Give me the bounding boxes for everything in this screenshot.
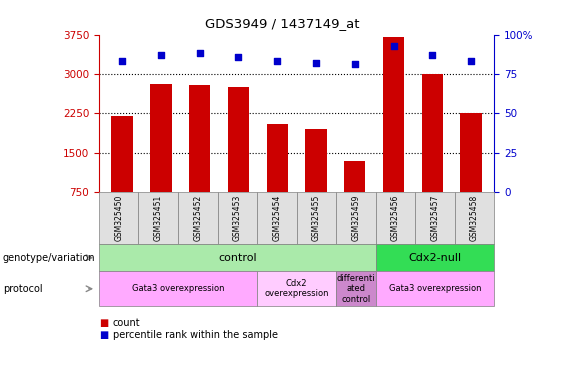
Bar bbox=[267, 124, 288, 231]
Bar bbox=[111, 116, 133, 231]
Bar bbox=[344, 161, 366, 231]
Text: GSM325451: GSM325451 bbox=[154, 195, 163, 241]
Text: GSM325453: GSM325453 bbox=[233, 195, 242, 241]
Text: GSM325455: GSM325455 bbox=[312, 195, 321, 241]
Text: percentile rank within the sample: percentile rank within the sample bbox=[113, 330, 278, 340]
Point bbox=[195, 50, 204, 56]
Text: Gata3 overexpression: Gata3 overexpression bbox=[389, 284, 481, 293]
Bar bbox=[150, 84, 172, 231]
Text: Cdx2-null: Cdx2-null bbox=[408, 253, 462, 263]
Text: GSM325454: GSM325454 bbox=[272, 195, 281, 241]
Bar bbox=[305, 129, 327, 231]
Point bbox=[234, 53, 243, 60]
Text: GSM325456: GSM325456 bbox=[391, 195, 400, 241]
Text: GSM325457: GSM325457 bbox=[431, 195, 440, 241]
Text: GSM325459: GSM325459 bbox=[351, 195, 360, 241]
Bar bbox=[383, 37, 404, 231]
Text: ■: ■ bbox=[99, 318, 108, 328]
Text: Gata3 overexpression: Gata3 overexpression bbox=[132, 284, 224, 293]
Point bbox=[273, 58, 282, 65]
Bar bbox=[460, 113, 482, 231]
Text: ■: ■ bbox=[99, 330, 108, 340]
Text: count: count bbox=[113, 318, 141, 328]
Text: GDS3949 / 1437149_at: GDS3949 / 1437149_at bbox=[205, 17, 360, 30]
Bar bbox=[228, 87, 249, 231]
Text: GSM325458: GSM325458 bbox=[470, 195, 479, 241]
Text: Cdx2
overexpression: Cdx2 overexpression bbox=[264, 279, 329, 298]
Point bbox=[467, 58, 476, 65]
Text: GSM325450: GSM325450 bbox=[114, 195, 123, 241]
Text: differenti
ated
control: differenti ated control bbox=[337, 274, 375, 304]
Point bbox=[311, 60, 320, 66]
Text: GSM325452: GSM325452 bbox=[193, 195, 202, 241]
Bar bbox=[421, 74, 443, 231]
Text: control: control bbox=[218, 253, 257, 263]
Text: genotype/variation: genotype/variation bbox=[3, 253, 95, 263]
Point bbox=[118, 58, 127, 65]
Point bbox=[428, 52, 437, 58]
Point bbox=[350, 61, 359, 68]
Bar bbox=[189, 86, 210, 231]
Point bbox=[157, 52, 166, 58]
Point bbox=[389, 43, 398, 49]
Text: protocol: protocol bbox=[3, 284, 42, 294]
